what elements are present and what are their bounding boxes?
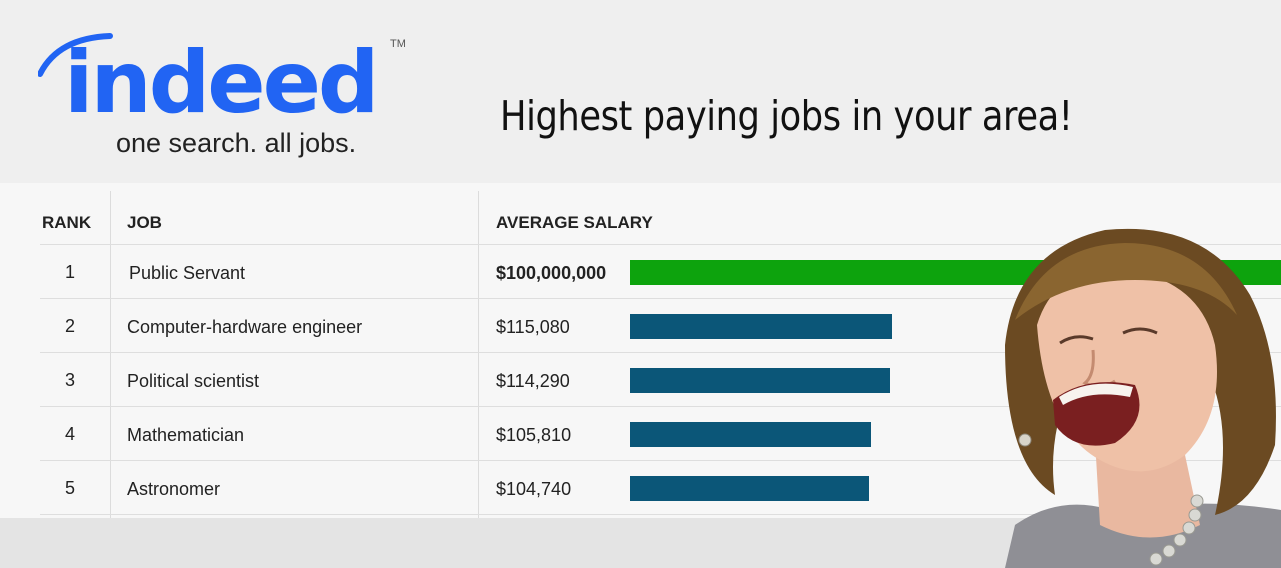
row-divider	[40, 406, 1281, 407]
indeed-logo[interactable]: indeed TM one search. all jobs.	[38, 30, 418, 160]
column-divider	[110, 191, 111, 518]
rank-cell: 1	[64, 262, 75, 282]
logo-trademark: TM	[390, 38, 406, 50]
salary-cell: $100,000,000	[496, 263, 607, 283]
job-cell: Computer-hardware engineer	[127, 317, 363, 337]
job-cell: Public Servant	[129, 263, 246, 283]
rank-cell: 5	[64, 478, 75, 498]
table-row: 4 Mathematician $105,810	[0, 408, 1281, 462]
header: indeed TM one search. all jobs. Highest …	[0, 0, 1281, 183]
salary-cell: $105,810	[496, 425, 572, 445]
salary-bar	[630, 422, 871, 447]
salary-bar	[630, 368, 890, 393]
column-divider	[478, 191, 479, 518]
rank-cell: 2	[64, 316, 75, 336]
header-job: JOB	[127, 213, 162, 232]
header-salary: AVERAGE SALARY	[496, 213, 653, 232]
logo-arc-icon	[38, 33, 113, 77]
job-cell: Political scientist	[127, 371, 260, 391]
salary-cell: $115,080	[496, 317, 570, 337]
row-divider	[40, 460, 1281, 461]
logo-tagline: one search. all jobs.	[116, 128, 357, 158]
salary-bar	[630, 314, 892, 339]
salary-cell: $104,740	[496, 479, 572, 499]
row-divider	[40, 244, 1281, 245]
rank-cell: 3	[64, 370, 75, 390]
rank-cell: 4	[64, 424, 75, 444]
salary-table: RANK JOB AVERAGE SALARY 1 Public Servant…	[0, 183, 1281, 518]
laughing-woman-photo	[1005, 228, 1281, 568]
table-row: 5 Astronomer $104,740	[0, 462, 1281, 516]
row-divider	[40, 352, 1281, 353]
row-divider	[40, 298, 1281, 299]
table-row: 2 Computer-hardware engineer $115,080	[0, 300, 1281, 354]
header-rank: RANK	[42, 213, 92, 232]
page-headline: Highest paying jobs in your area!	[500, 92, 1073, 140]
row-divider	[40, 514, 1281, 515]
logo-wordmark: indeed	[64, 33, 379, 133]
salary-cell: $114,290	[496, 371, 570, 391]
job-cell: Astronomer	[127, 479, 221, 499]
table-row: 3 Political scientist $114,290	[0, 354, 1281, 408]
job-cell: Mathematician	[127, 425, 245, 445]
salary-bar	[630, 476, 869, 501]
